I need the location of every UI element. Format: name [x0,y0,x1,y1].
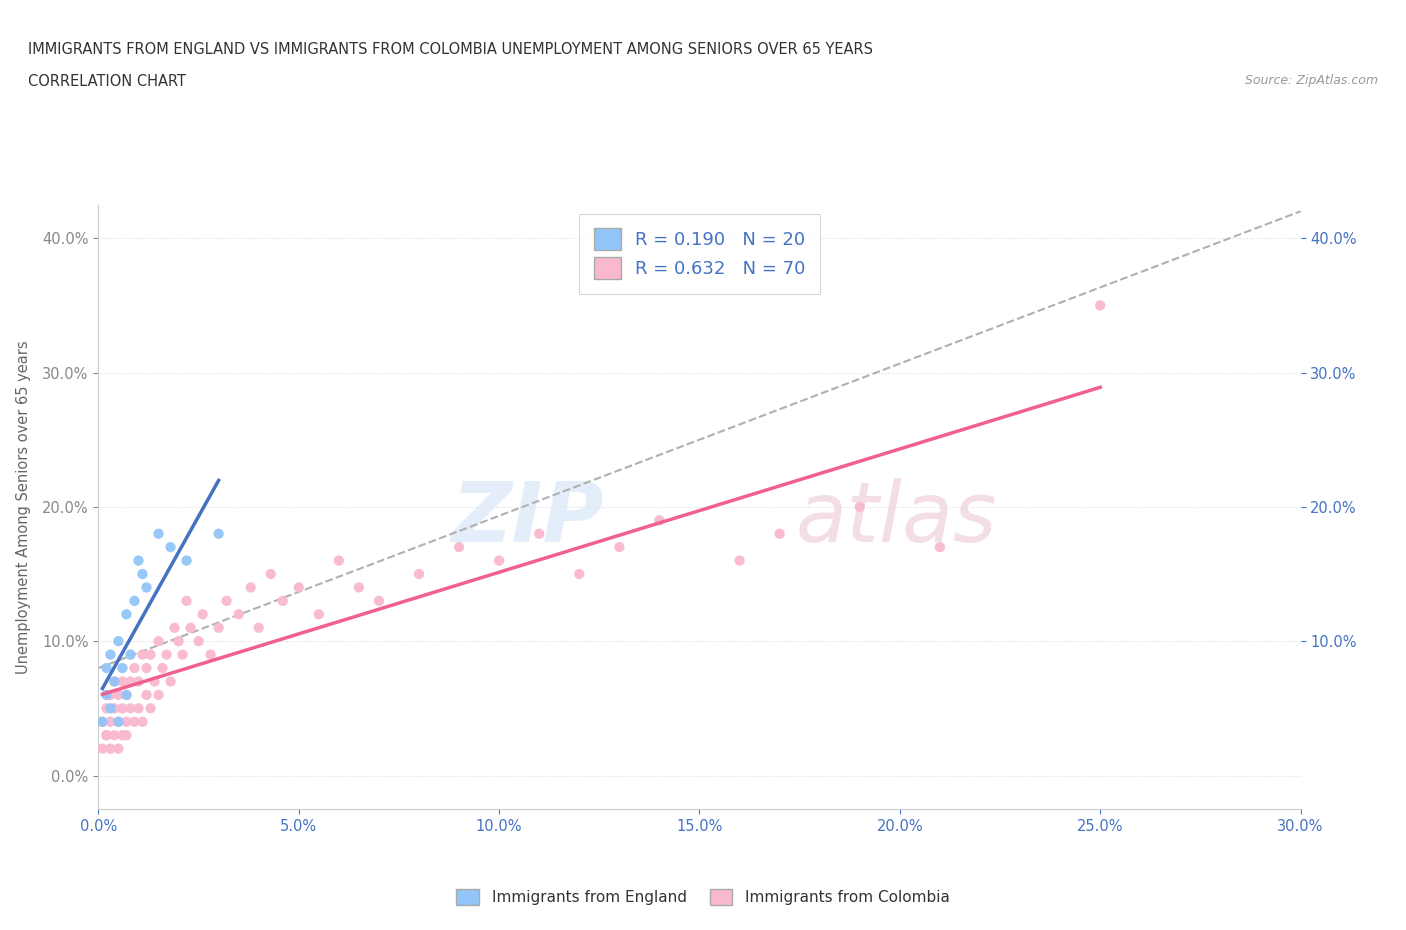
Point [159,539,181,554]
Point [849,499,872,514]
Point [215,593,238,608]
Point [135,580,157,595]
Point [100,687,122,702]
Point [288,580,311,595]
Text: IMMIGRANTS FROM ENGLAND VS IMMIGRANTS FROM COLOMBIA UNEMPLOYMENT AMONG SENIORS O: IMMIGRANTS FROM ENGLAND VS IMMIGRANTS FR… [28,42,873,57]
Point [200,647,222,662]
Point [143,674,166,689]
Point [260,566,283,581]
Point [568,566,591,581]
Text: atlas: atlas [796,478,997,560]
Point [128,674,150,689]
Point [408,566,430,581]
Point [100,714,122,729]
Text: ZIP: ZIP [451,478,603,560]
Point [111,728,134,743]
Point [91,741,114,756]
Point [180,620,202,635]
Point [728,553,751,568]
Point [929,539,952,554]
Point [139,701,162,716]
Point [176,553,198,568]
Point [107,633,129,648]
Point [120,674,142,689]
Point [124,593,146,608]
Text: Source: ZipAtlas.com: Source: ZipAtlas.com [1244,74,1378,87]
Point [120,647,142,662]
Point [1088,298,1111,312]
Point [103,674,125,689]
Point [131,566,153,581]
Point [115,607,138,622]
Point [91,714,114,729]
Point [120,701,142,716]
Point [187,633,209,648]
Point [148,687,170,702]
Point [347,580,370,595]
Point [100,701,122,716]
Point [488,553,510,568]
Point [111,660,134,675]
Point [115,728,138,743]
Text: CORRELATION CHART: CORRELATION CHART [28,74,186,89]
Point [128,701,150,716]
Point [769,526,792,541]
Point [111,701,134,716]
Point [247,620,270,635]
Point [96,687,118,702]
Point [111,674,134,689]
Point [609,539,631,554]
Point [208,620,231,635]
Point [191,607,214,622]
Point [103,701,125,716]
Point [107,714,129,729]
Point [115,714,138,729]
Point [115,687,138,702]
Point [131,647,153,662]
Point [91,714,114,729]
Point [271,593,294,608]
Point [208,526,231,541]
Point [107,741,129,756]
Point [100,647,122,662]
Point [648,512,671,527]
Point [167,633,190,648]
Point [148,526,170,541]
Point [155,647,177,662]
Point [135,687,157,702]
Point [96,728,118,743]
Point [115,687,138,702]
Point [139,647,162,662]
Point [159,674,181,689]
Point [100,741,122,756]
Point [368,593,391,608]
Point [124,660,146,675]
Point [96,701,118,716]
Point [103,728,125,743]
Point [131,714,153,729]
Legend: Immigrants from England, Immigrants from Colombia: Immigrants from England, Immigrants from… [449,882,957,913]
Point [135,660,157,675]
Y-axis label: Unemployment Among Seniors over 65 years: Unemployment Among Seniors over 65 years [15,340,31,673]
Point [152,660,174,675]
Point [124,714,146,729]
Point [447,539,470,554]
Point [107,687,129,702]
Point [128,553,150,568]
Point [308,607,330,622]
Point [328,553,350,568]
Point [228,607,250,622]
Point [96,660,118,675]
Point [176,593,198,608]
Point [529,526,551,541]
Point [148,633,170,648]
Legend: R = 0.190   N = 20, R = 0.632   N = 70: R = 0.190 N = 20, R = 0.632 N = 70 [579,214,820,294]
Point [163,620,186,635]
Point [96,728,118,743]
Point [239,580,262,595]
Point [172,647,194,662]
Point [103,674,125,689]
Point [107,714,129,729]
